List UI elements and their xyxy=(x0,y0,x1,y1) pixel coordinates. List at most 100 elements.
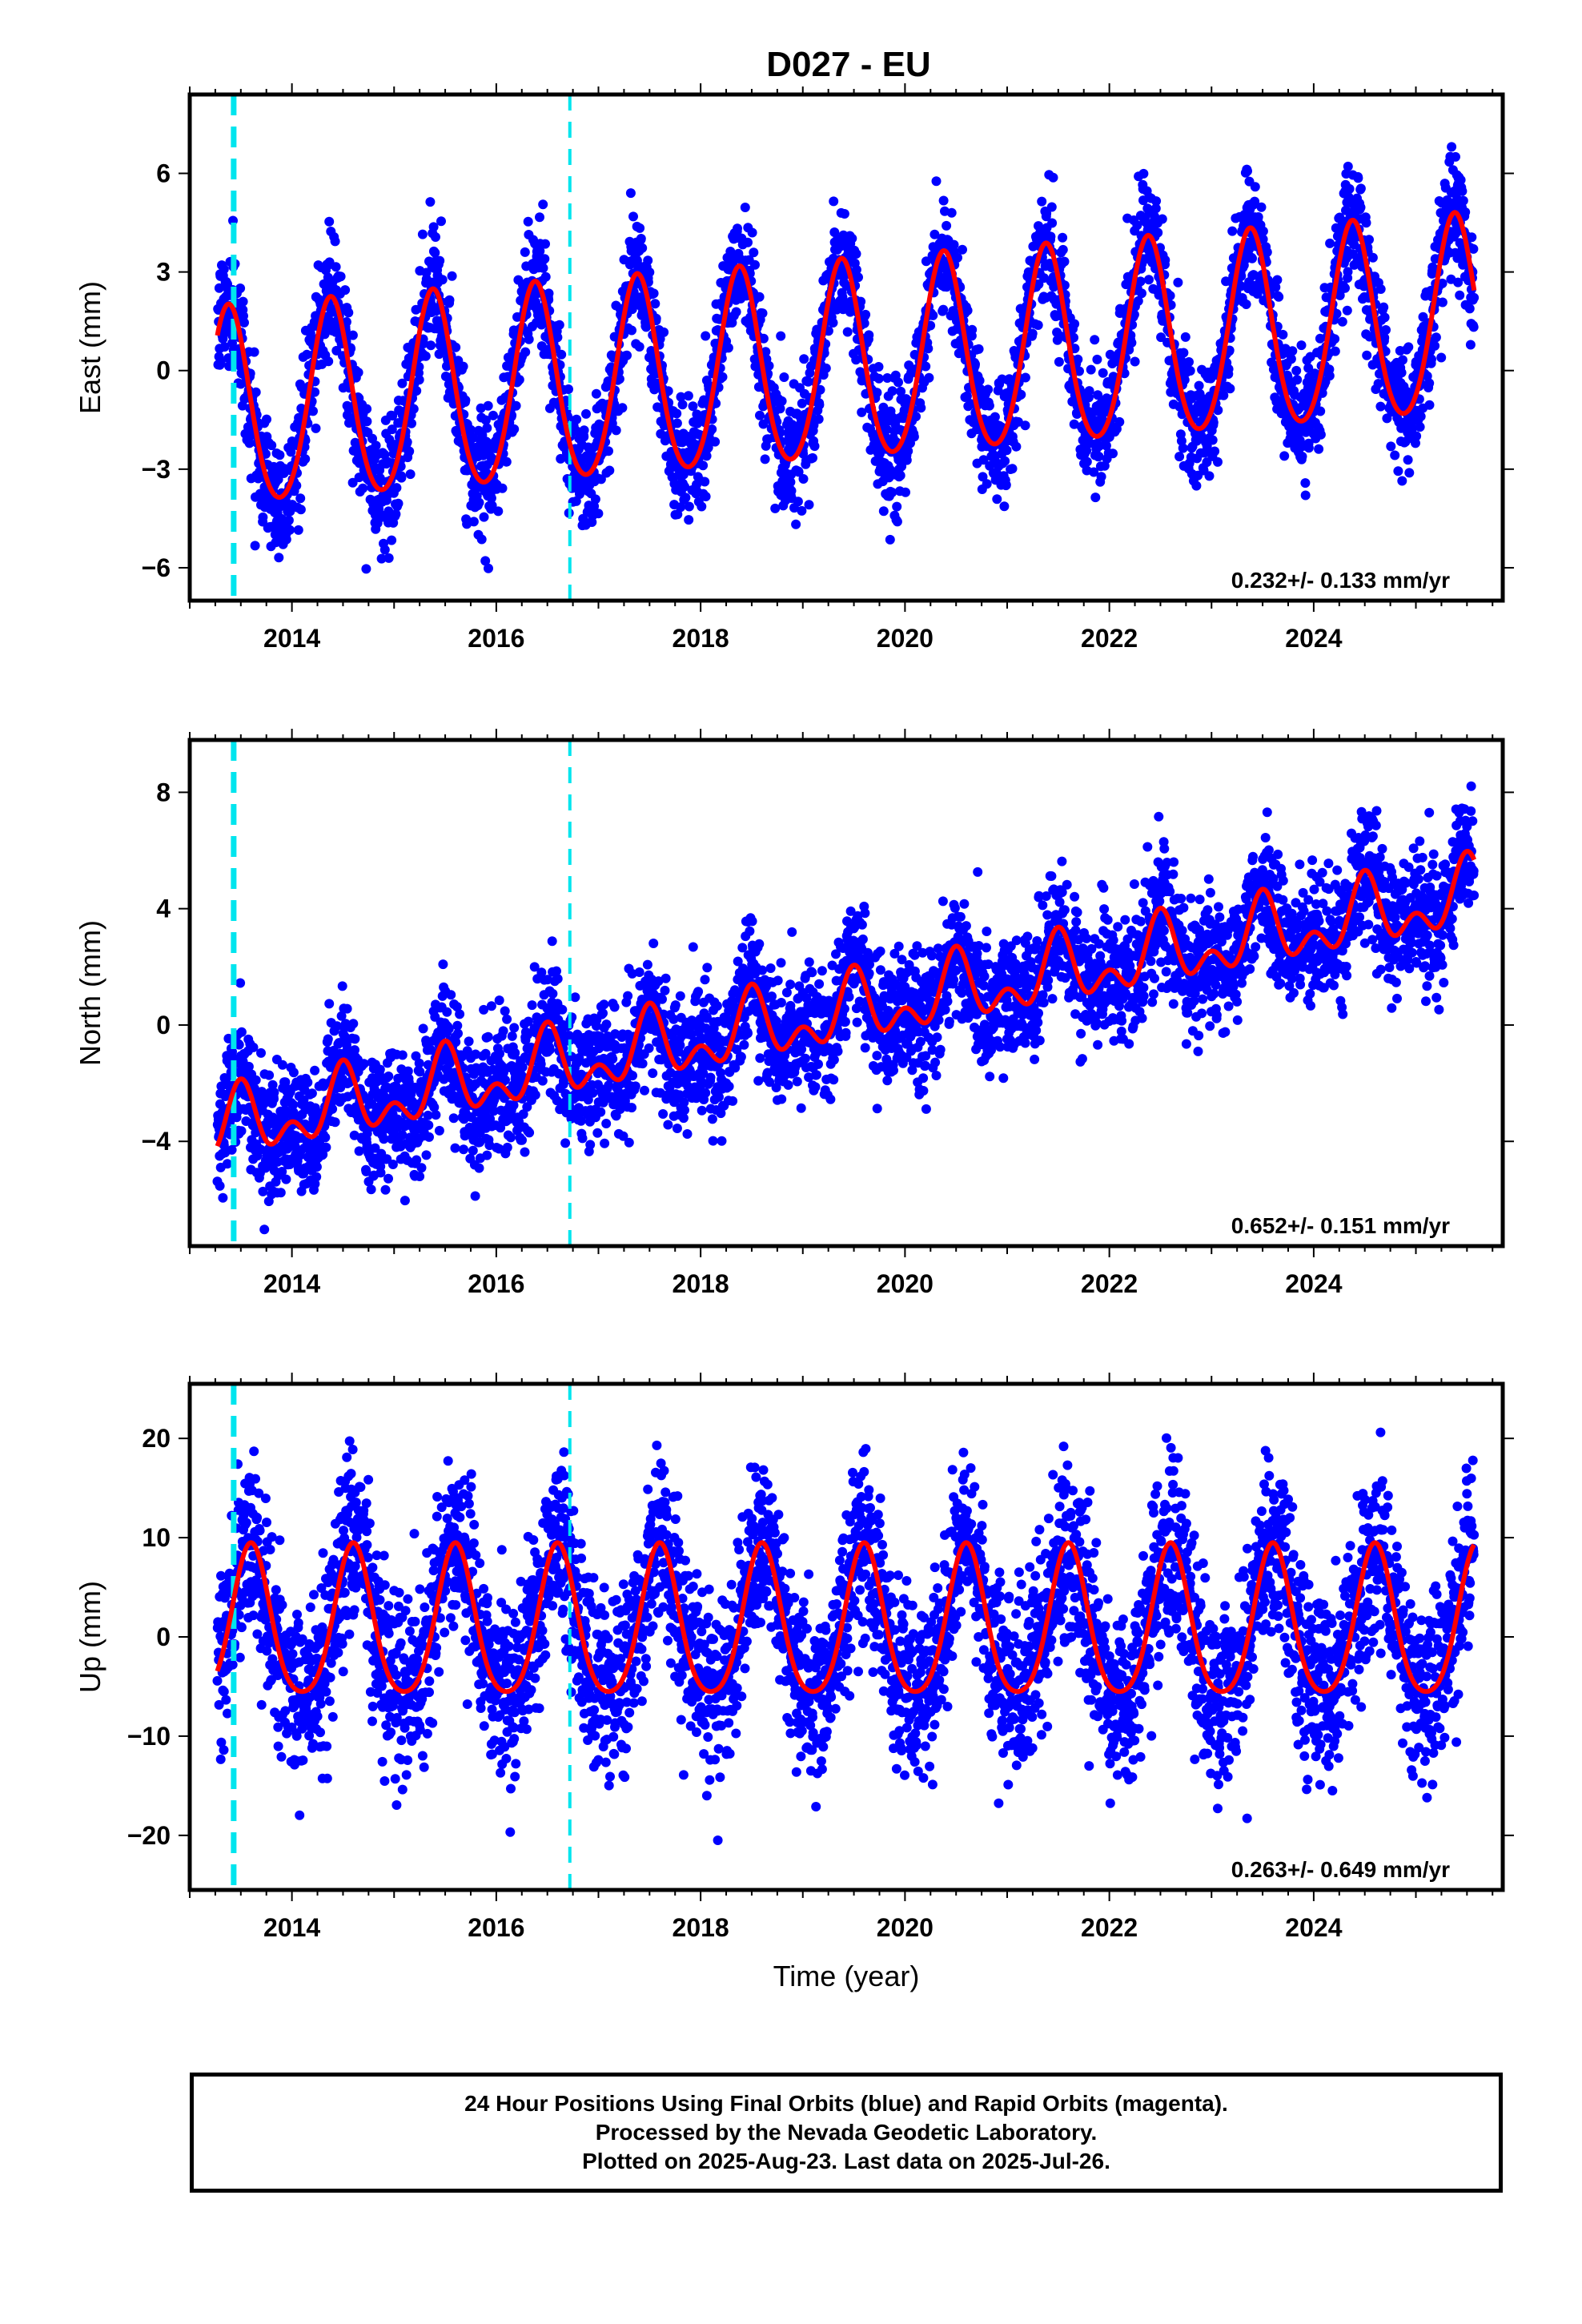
data-point xyxy=(1272,275,1283,285)
data-point xyxy=(219,342,230,352)
data-point xyxy=(1151,196,1162,207)
data-point xyxy=(589,501,600,512)
data-point xyxy=(1084,386,1094,396)
data-point xyxy=(348,1019,359,1029)
y-axis-label: East (mm) xyxy=(74,281,106,414)
data-point xyxy=(684,501,694,512)
data-point xyxy=(323,1034,333,1044)
data-point xyxy=(302,349,312,360)
data-point xyxy=(1165,291,1175,301)
data-point xyxy=(887,487,897,497)
data-point xyxy=(375,1168,386,1178)
data-point xyxy=(397,1050,408,1060)
data-point xyxy=(634,342,644,352)
data-point xyxy=(758,333,769,344)
data-point xyxy=(1204,471,1215,481)
data-point xyxy=(821,363,831,373)
data-point xyxy=(379,1134,389,1144)
data-point xyxy=(676,502,686,513)
data-point xyxy=(258,512,268,522)
data-point xyxy=(1415,412,1426,421)
data-point xyxy=(383,553,394,563)
data-point xyxy=(921,361,931,372)
data-point xyxy=(851,264,861,275)
data-point xyxy=(538,263,548,273)
data-point xyxy=(677,400,688,410)
data-point xyxy=(350,1034,360,1044)
data-point xyxy=(1082,456,1092,467)
data-point xyxy=(1424,378,1435,388)
data-point xyxy=(375,1064,385,1075)
data-point xyxy=(878,506,889,517)
data-point xyxy=(614,374,624,384)
data-point xyxy=(1058,232,1068,243)
data-point xyxy=(861,309,871,320)
data-point xyxy=(958,244,967,255)
data-point xyxy=(974,344,984,354)
data-point xyxy=(219,1140,229,1151)
data-point xyxy=(627,325,636,336)
data-point xyxy=(1375,401,1386,412)
data-point xyxy=(1092,354,1102,364)
data-point xyxy=(1379,332,1390,343)
data-point xyxy=(815,384,825,395)
data-point xyxy=(1178,348,1189,358)
data-point xyxy=(1153,227,1163,238)
data-point xyxy=(474,497,484,508)
data-point xyxy=(1191,480,1202,491)
data-point xyxy=(1016,389,1026,400)
data-point xyxy=(1398,355,1407,365)
data-point xyxy=(962,391,972,401)
data-point xyxy=(1219,390,1229,400)
data-point xyxy=(885,534,895,545)
data-point xyxy=(791,519,801,529)
model-fit-line xyxy=(215,210,1477,501)
data-point xyxy=(451,342,461,352)
data-point xyxy=(1286,354,1296,364)
data-point xyxy=(215,356,226,367)
data-point xyxy=(1138,168,1149,179)
data-point xyxy=(1011,441,1022,452)
data-point xyxy=(293,525,303,535)
data-point xyxy=(554,320,564,330)
data-point xyxy=(1144,275,1154,285)
data-point xyxy=(1173,277,1183,287)
data-point xyxy=(321,1142,331,1152)
data-point xyxy=(307,1088,317,1099)
data-point xyxy=(350,1045,359,1055)
data-point xyxy=(864,330,874,340)
data-point xyxy=(447,271,457,281)
data-point xyxy=(896,386,906,396)
data-point xyxy=(324,216,335,227)
data-point xyxy=(921,256,931,267)
data-point xyxy=(285,525,295,535)
data-point xyxy=(1213,405,1223,416)
data-point xyxy=(250,541,260,551)
data-point xyxy=(358,483,368,493)
data-point xyxy=(1000,456,1010,466)
data-point xyxy=(901,455,912,465)
data-point xyxy=(501,456,512,467)
data-point xyxy=(303,1077,313,1088)
data-point xyxy=(417,229,428,239)
data-point xyxy=(536,341,547,352)
data-point xyxy=(419,339,428,348)
data-point xyxy=(676,392,686,402)
data-point xyxy=(581,408,591,419)
plot-area xyxy=(212,740,1480,1246)
data-point xyxy=(227,1144,237,1155)
data-point xyxy=(281,534,291,545)
data-point xyxy=(938,195,949,206)
data-point xyxy=(785,477,796,487)
data-point xyxy=(1437,278,1447,288)
data-point xyxy=(901,487,910,497)
data-point xyxy=(1262,247,1272,257)
data-point xyxy=(295,505,306,515)
data-point xyxy=(579,425,589,436)
data-point xyxy=(437,275,448,285)
data-point xyxy=(1315,429,1326,440)
data-point xyxy=(1453,277,1464,287)
data-point xyxy=(1343,161,1353,171)
x-tick-label: 2016 xyxy=(468,624,524,653)
data-point xyxy=(460,395,471,405)
